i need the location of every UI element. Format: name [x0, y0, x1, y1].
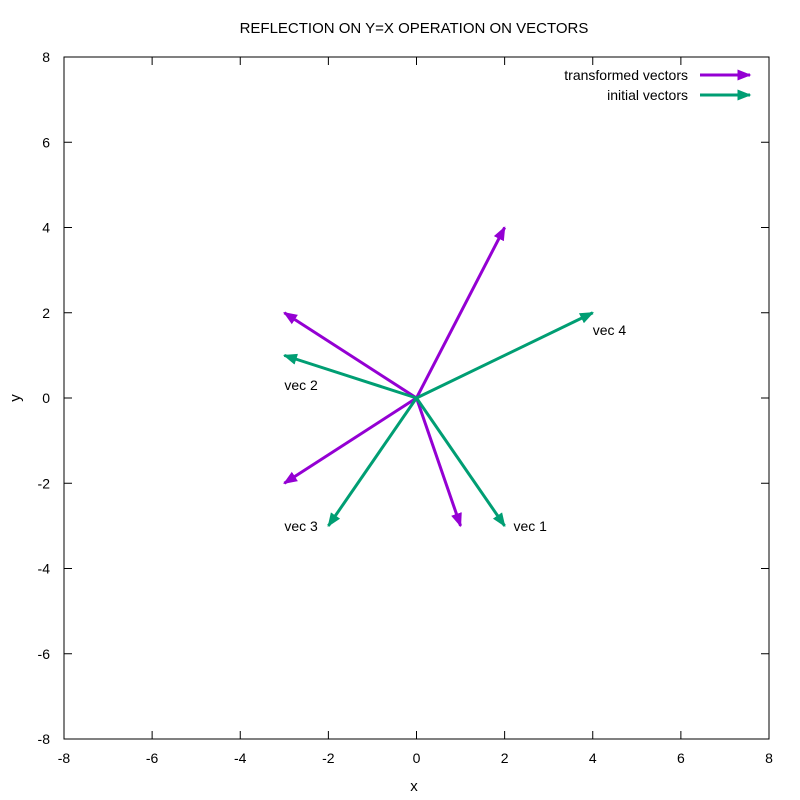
x-axis-ticks: -8 -6 -4 -2 0 2 4 6 8 [58, 57, 773, 766]
y-tick-label: 4 [42, 220, 50, 236]
x-tick-label: 8 [765, 750, 773, 766]
x-tick-label: 2 [501, 750, 509, 766]
legend-label: transformed vectors [564, 67, 688, 83]
vector-arrow [283, 396, 418, 485]
vector-arrow [415, 397, 506, 528]
vector-annotation: vec 1 [513, 518, 547, 534]
vector-arrow [415, 311, 595, 400]
x-tick-label: -4 [234, 750, 247, 766]
x-tick-label: 0 [413, 750, 421, 766]
chart-title: REFLECTION ON Y=X OPERATION ON VECTORS [240, 20, 589, 37]
vector-arrow [415, 226, 506, 399]
y-tick-label: 8 [42, 49, 50, 65]
y-tick-label: -2 [38, 475, 51, 491]
y-axis-ticks: -8 -6 -4 -2 0 2 4 6 8 [38, 49, 769, 747]
y-tick-label: -8 [38, 731, 51, 747]
x-tick-label: -6 [146, 750, 159, 766]
x-tick-label: 6 [677, 750, 685, 766]
y-tick-label: 2 [42, 305, 50, 321]
x-tick-label: -2 [322, 750, 335, 766]
y-tick-label: 0 [42, 390, 50, 406]
vector-series [282, 226, 595, 528]
y-tick-label: -4 [38, 561, 51, 577]
y-axis-label: y [7, 394, 24, 402]
vector-annotations: vec 1 vec 2 vec 3 vec 4 [284, 322, 626, 534]
vector-annotation: vec 2 [284, 377, 318, 393]
vector-arrow [283, 311, 418, 400]
vector-arrow [415, 397, 462, 528]
x-axis-label: x [410, 778, 418, 795]
vector-annotation: vec 4 [593, 322, 627, 338]
vector-arrow [327, 397, 418, 528]
vector-arrow [282, 353, 417, 400]
legend: transformed vectors initial vectors [564, 67, 752, 103]
x-tick-label: -8 [58, 750, 71, 766]
x-tick-label: 4 [589, 750, 597, 766]
legend-label: initial vectors [607, 87, 688, 103]
y-tick-label: 6 [42, 134, 50, 150]
vector-annotation: vec 3 [284, 518, 318, 534]
y-tick-label: -6 [38, 646, 51, 662]
